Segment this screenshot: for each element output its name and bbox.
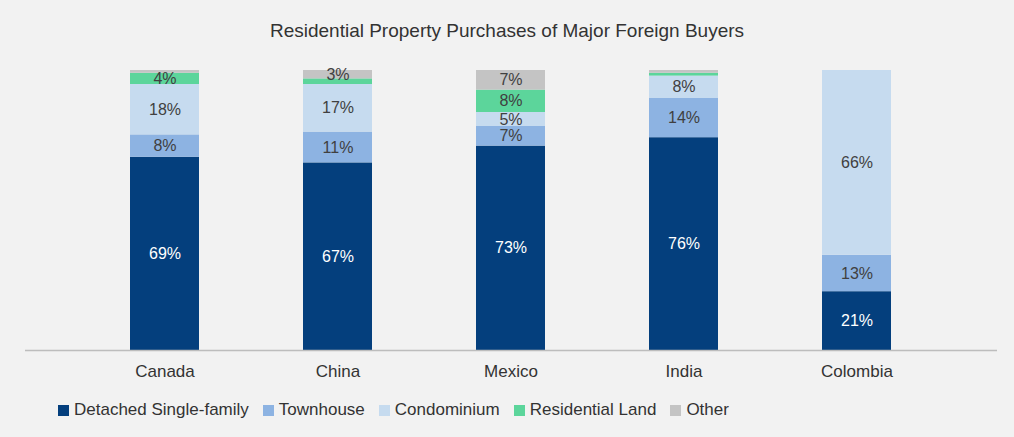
svg-text:7%: 7%	[499, 71, 522, 88]
html-text:Residential Property Purchases: Residential Property Purchases of Major …	[269, 20, 745, 41]
svg-text:4%: 4%	[153, 70, 176, 87]
svg-text:Canada: Canada	[135, 362, 195, 381]
svg-text:66%: 66%	[841, 154, 873, 171]
html-text:Townhouse: Townhouse	[278, 400, 365, 419]
svg-text:14%: 14%	[668, 109, 700, 126]
html-text:Detached Single-family: Detached Single-family	[74, 400, 249, 419]
svg-text:India: India	[666, 362, 703, 381]
svg-text:21%: 21%	[841, 312, 873, 329]
svg-text:67%: 67%	[322, 248, 354, 265]
svg-text:8%: 8%	[672, 78, 695, 95]
html-text:Residential Land: Residential Land	[529, 400, 657, 419]
svg-text:Mexico: Mexico	[484, 362, 538, 381]
svg-text:7%: 7%	[499, 127, 522, 144]
svg-text:3%: 3%	[326, 66, 349, 83]
svg-text:13%: 13%	[841, 265, 873, 282]
svg-text:69%: 69%	[149, 245, 181, 262]
svg-text:China: China	[316, 362, 361, 381]
html-text:Condominium: Condominium	[394, 400, 500, 419]
svg-text:76%: 76%	[668, 235, 700, 252]
svg-text:73%: 73%	[495, 239, 527, 256]
svg-text:5%: 5%	[499, 111, 522, 128]
svg-text:Colombia: Colombia	[821, 362, 893, 381]
svg-text:18%: 18%	[149, 101, 181, 118]
html-text:Other: Other	[686, 400, 729, 419]
svg-text:11%: 11%	[323, 139, 354, 156]
svg-text:8%: 8%	[499, 92, 522, 109]
svg-text:17%: 17%	[322, 99, 354, 116]
svg-text:8%: 8%	[153, 137, 176, 154]
